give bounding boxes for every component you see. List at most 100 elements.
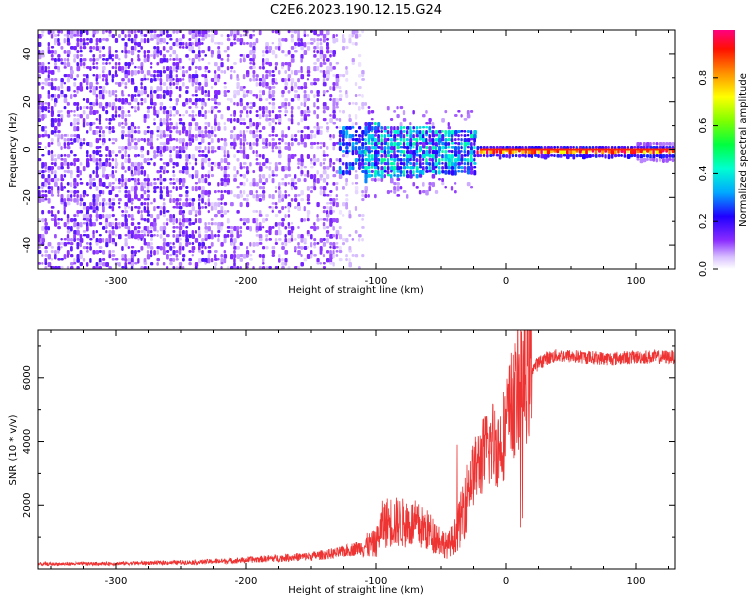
x-tick-label: -100 <box>365 576 388 587</box>
spectrogram-cell <box>50 118 55 123</box>
spectrogram-cell <box>79 202 82 207</box>
spectrogram-cell <box>73 122 76 126</box>
spectrogram-cell <box>60 246 63 249</box>
spectrogram-cell <box>284 98 288 102</box>
spectrogram-cell <box>63 142 66 147</box>
spectrogram-cell <box>319 130 323 135</box>
spectrogram-cell <box>108 30 112 34</box>
spectrogram-cell <box>207 222 211 225</box>
spectrogram-cell <box>70 138 73 142</box>
spectrogram-cell <box>57 38 60 43</box>
spectrogram-cell <box>127 234 132 239</box>
spectrogram-cell <box>47 142 51 148</box>
spectrogram-cell <box>662 158 665 163</box>
spectrogram-cell <box>140 66 144 71</box>
spectrogram-cell <box>284 142 288 145</box>
spectrogram-cell <box>310 254 313 259</box>
spectrogram-cell <box>223 250 227 254</box>
spectrogram-cell <box>380 134 384 138</box>
spectrogram-cell <box>89 86 92 90</box>
spectrogram-cell <box>38 110 41 115</box>
spectrogram-cell <box>530 150 535 155</box>
spectrogram-cell <box>82 190 87 196</box>
spectrogram-cell <box>466 150 470 156</box>
spectrogram-cell <box>175 146 179 149</box>
spectrogram-cell <box>406 142 410 146</box>
spectrogram-cell <box>210 98 215 101</box>
spectrogram-cell <box>140 266 144 269</box>
spectrogram-cell <box>495 154 500 157</box>
spectrogram-cell <box>207 98 211 101</box>
spectrogram-cell <box>294 250 297 253</box>
spectrogram-cell <box>121 266 125 269</box>
spectrogram-cell <box>76 214 79 218</box>
spectrogram-cell <box>313 66 317 72</box>
spectrogram-cell <box>89 38 93 44</box>
spectrogram-cell <box>374 130 378 134</box>
spectrogram-cell <box>166 86 169 91</box>
spectrogram-cell <box>76 86 81 91</box>
spectrogram-cell <box>86 206 90 212</box>
spectrogram-cell <box>287 166 291 172</box>
spectrogram-cell <box>172 226 176 229</box>
spectrogram-cell <box>41 262 44 265</box>
spectrogram-cell <box>265 218 268 222</box>
spectrogram-cell <box>121 106 124 110</box>
spectrogram-cell <box>271 138 275 141</box>
spectrogram-cell <box>402 130 406 133</box>
spectrogram-cell <box>134 110 137 113</box>
spectrogram-cell <box>374 162 378 168</box>
spectrogram-cell <box>111 130 116 133</box>
spectrogram-cell <box>185 186 189 189</box>
spectrogram-cell <box>118 222 121 226</box>
spectrogram-cell <box>89 182 93 186</box>
spectrogram-cell <box>332 202 335 207</box>
spectrogram-cell <box>470 146 473 151</box>
spectrogram-cell <box>322 222 326 227</box>
spectrogram-cell <box>188 202 192 207</box>
spectrogram-cell <box>182 218 186 223</box>
spectrogram-cell <box>79 194 83 199</box>
spectrogram-cell <box>38 102 41 106</box>
spectrogram-cell <box>425 154 429 157</box>
spectrogram-cell <box>377 162 380 165</box>
spectrogram-cell <box>156 62 160 66</box>
spectrogram-cell <box>316 50 319 54</box>
spectrogram-cell <box>76 238 80 241</box>
spectrogram-cell <box>386 130 390 135</box>
spectrogram-cell <box>316 142 320 145</box>
spectrogram-cell <box>169 38 173 41</box>
spectrogram-cell <box>204 178 208 184</box>
spectrogram-cell <box>454 134 458 137</box>
spectrogram-cell <box>466 166 471 172</box>
spectrogram-cell <box>134 250 137 255</box>
spectrogram-cell <box>182 138 185 143</box>
spectrogram-cell <box>367 122 372 127</box>
spectrogram-cell <box>255 234 260 237</box>
spectrogram-cell <box>354 34 359 39</box>
spectrogram-cell <box>319 142 323 145</box>
spectrogram-cell <box>86 214 90 219</box>
spectrogram-cell <box>95 194 100 200</box>
spectrogram-cell <box>322 82 327 87</box>
spectrogram-cell <box>41 66 44 71</box>
spectrogram-cell <box>201 38 205 41</box>
spectrogram-cell <box>239 138 243 143</box>
spectrogram-cell <box>431 134 436 138</box>
spectrogram-cell <box>566 154 570 160</box>
spectrogram-cell <box>233 102 236 106</box>
spectrogram-cell <box>98 202 102 206</box>
spectrogram-cell <box>175 30 179 34</box>
spectrogram-cell <box>124 146 128 150</box>
spectrogram-cell <box>41 174 45 179</box>
spectrogram-cell <box>470 162 473 167</box>
spectrogram-cell <box>207 162 211 168</box>
spectrogram-cell <box>367 142 371 145</box>
spectrogram-cell <box>268 62 273 67</box>
spectrogram-cell <box>57 86 60 92</box>
spectrogram-cell <box>482 154 486 157</box>
spectrogram-cell <box>252 250 256 253</box>
spectrogram-cell <box>73 114 76 117</box>
spectrogram-cell <box>166 118 169 123</box>
spectrogram-cell <box>332 218 337 223</box>
